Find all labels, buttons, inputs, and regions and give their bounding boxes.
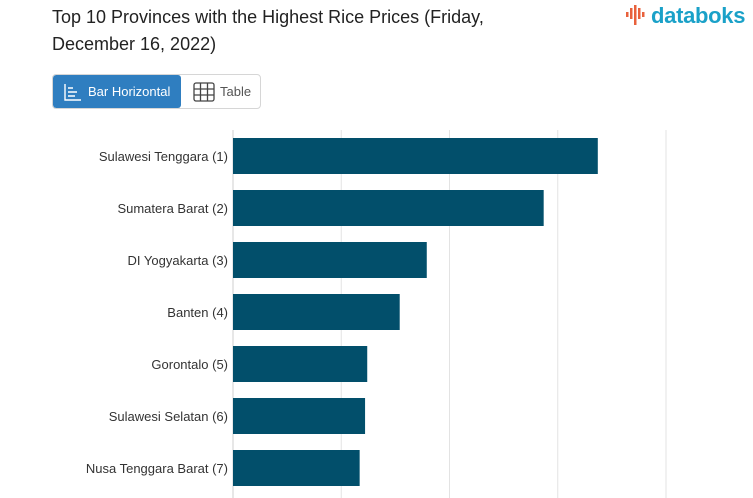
bar-chart-icon — [64, 83, 81, 101]
bar[interactable] — [233, 138, 598, 174]
table-label: Table — [220, 84, 252, 99]
chart-title: Top 10 Provinces with the Highest Rice P… — [52, 4, 572, 58]
view-toggle: Bar Horizontal Table — [52, 74, 261, 109]
bar[interactable] — [233, 190, 544, 226]
databoks-logo-icon — [626, 5, 645, 25]
category-labels: Sulawesi Tenggara (1) Sumatera Barat (2) D… — [86, 149, 228, 476]
table-icon — [193, 81, 215, 102]
bar[interactable] — [233, 398, 366, 434]
bar[interactable] — [233, 346, 368, 382]
bar-horizontal-label: Bar Horizontal — [88, 84, 171, 99]
bars — [233, 138, 598, 486]
category-label: DI Yogyakarta (3) — [128, 253, 228, 268]
category-label: Sulawesi Tenggara (1) — [99, 149, 228, 164]
category-label: Banten (4) — [167, 305, 228, 320]
category-label: Gorontalo (5) — [151, 357, 228, 372]
databoks-logo[interactable]: databoks — [625, 3, 745, 29]
category-label: Sumatera Barat (2) — [117, 201, 228, 216]
databoks-logo-text: databoks — [651, 3, 746, 28]
table-button[interactable]: Table — [181, 75, 251, 108]
category-label: Sulawesi Selatan (6) — [109, 409, 228, 424]
chart-title-line-2: December 16, 2022) — [52, 34, 217, 54]
category-label: Nusa Tenggara Barat (7) — [86, 461, 228, 476]
bar[interactable] — [233, 294, 400, 330]
bar-horizontal-button[interactable]: Bar Horizontal — [53, 75, 181, 108]
bar[interactable] — [233, 242, 427, 278]
bar[interactable] — [233, 450, 360, 486]
chart-title-line-1: Top 10 Provinces with the Highest Rice P… — [52, 7, 484, 27]
